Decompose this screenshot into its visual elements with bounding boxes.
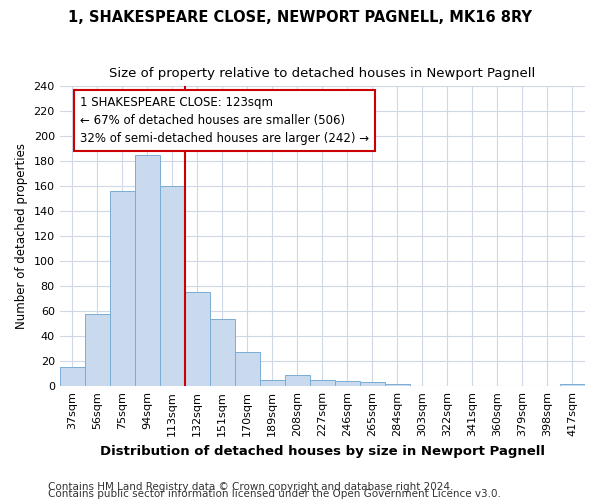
- Text: Contains HM Land Registry data © Crown copyright and database right 2024.: Contains HM Land Registry data © Crown c…: [48, 482, 454, 492]
- Y-axis label: Number of detached properties: Number of detached properties: [15, 143, 28, 329]
- Bar: [160, 186, 185, 386]
- Bar: [285, 375, 310, 386]
- Bar: [85, 314, 110, 386]
- Bar: [135, 154, 160, 386]
- X-axis label: Distribution of detached houses by size in Newport Pagnell: Distribution of detached houses by size …: [100, 444, 545, 458]
- Bar: [110, 191, 135, 386]
- Bar: [560, 384, 585, 386]
- Bar: [335, 381, 360, 386]
- Bar: [210, 318, 235, 386]
- Bar: [360, 382, 385, 386]
- Bar: [235, 352, 260, 386]
- Bar: [310, 380, 335, 386]
- Text: 1 SHAKESPEARE CLOSE: 123sqm
← 67% of detached houses are smaller (506)
32% of se: 1 SHAKESPEARE CLOSE: 123sqm ← 67% of det…: [80, 96, 369, 145]
- Bar: [260, 380, 285, 386]
- Title: Size of property relative to detached houses in Newport Pagnell: Size of property relative to detached ho…: [109, 68, 535, 80]
- Bar: [59, 368, 85, 386]
- Text: 1, SHAKESPEARE CLOSE, NEWPORT PAGNELL, MK16 8RY: 1, SHAKESPEARE CLOSE, NEWPORT PAGNELL, M…: [68, 10, 532, 25]
- Text: Contains public sector information licensed under the Open Government Licence v3: Contains public sector information licen…: [48, 489, 501, 499]
- Bar: [185, 292, 210, 386]
- Bar: [385, 384, 410, 386]
